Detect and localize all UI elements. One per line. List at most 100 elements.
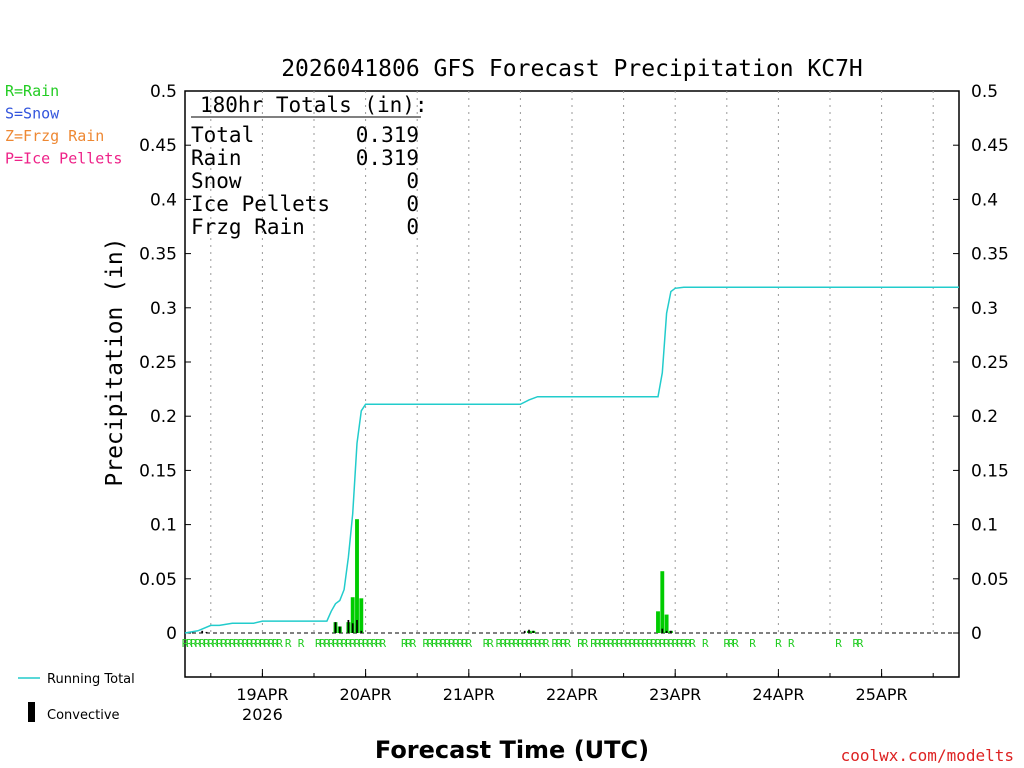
rain-marker: R (500, 637, 507, 650)
rain-marker: R (543, 637, 550, 650)
totals-row-value: 0 (406, 192, 419, 216)
gridlines (210, 91, 934, 633)
rain-marker: R (663, 637, 670, 650)
x-tick-sublabel: 2026 (242, 705, 283, 724)
rain-marker: R (298, 637, 305, 650)
y-tick-label-right: 0.45 (971, 136, 1009, 156)
rain-marker: R (629, 637, 636, 650)
rain-marker: R (242, 637, 249, 650)
rain-marker: R (702, 637, 709, 650)
rain-marker: R (517, 637, 524, 650)
rain-marker: R (371, 637, 378, 650)
rain-marker: R (556, 637, 563, 650)
y-tick-label-right: 0.15 (971, 461, 1009, 481)
rain-marker: R (594, 637, 601, 650)
convective-bars (188, 619, 672, 633)
rain-marker: R (530, 637, 537, 650)
rain-marker: R (599, 637, 606, 650)
rain-marker: R (358, 637, 365, 650)
convective-bar (205, 631, 208, 633)
precip-type-legend-item: Z=Frzg Rain (5, 127, 104, 145)
rain-marker: R (612, 637, 619, 650)
x-tick-label: 23APR (649, 685, 701, 704)
rain-marker: R (689, 637, 696, 650)
rain-marker: R (521, 637, 528, 650)
rain-marker: R (199, 637, 206, 650)
rain-marker: R (676, 637, 683, 650)
rain-marker: R (461, 637, 468, 650)
rain-marker: R (315, 637, 322, 650)
rain-marker: R (233, 637, 240, 650)
convective-bar (360, 630, 363, 633)
precipitation-bar (350, 597, 355, 633)
rain-marker: R (620, 637, 627, 650)
y-tick-label-right: 0.2 (971, 407, 998, 427)
rain-marker: R (319, 637, 326, 650)
rain-marker: R (646, 637, 653, 650)
convective-bar (351, 623, 354, 633)
rain-marker: R (448, 637, 455, 650)
rain-marker: R (195, 637, 202, 650)
y-tick-label-right: 0.5 (971, 82, 998, 102)
precipitation-bar (656, 611, 660, 633)
y-tick-label: 0.5 (150, 82, 177, 102)
rain-marker: R (633, 637, 640, 650)
precipitation-bar (355, 519, 359, 633)
x-tick-label: 20APR (340, 685, 392, 704)
precip-type-legend-item: P=Ice Pellets (5, 150, 122, 168)
totals-row-label: Snow (191, 169, 242, 193)
rain-marker: R (508, 637, 515, 650)
rain-marker: R (723, 637, 730, 650)
rain-marker: R (655, 637, 662, 650)
y-tick-label: 0.2 (150, 407, 177, 427)
precip-type-legend-item: S=Snow (5, 105, 60, 123)
convective-bar (665, 630, 668, 633)
precipitation-bar (664, 614, 669, 633)
rain-marker: R (457, 637, 464, 650)
totals-row-label: Rain (191, 146, 242, 170)
y-tick-label-right: 0.3 (971, 299, 998, 319)
rain-marker: R (668, 637, 675, 650)
rain-marker: R (229, 637, 236, 650)
rain-marker: R (259, 637, 266, 650)
rain-marker: R (246, 637, 253, 650)
rain-marker: R (650, 637, 657, 650)
rain-marker: R (238, 637, 245, 650)
precip-type-legend: R=Rain S=Snow Z=Frzg Rain P=Ice Pellets (5, 82, 122, 168)
totals-row-label: Total (191, 123, 254, 147)
totals-row-label: Frzg Rain (191, 215, 305, 239)
running-total-legend-label: Running Total (47, 672, 135, 687)
y-tick-label: 0.15 (139, 461, 177, 481)
convective-bar (670, 630, 672, 633)
y-tick-label-right: 0.4 (971, 190, 998, 210)
rain-marker: R (341, 637, 348, 650)
rain-marker: R (504, 637, 511, 650)
rain-marker: R (483, 637, 490, 650)
rain-marker: R (453, 637, 460, 650)
x-axis-label: Forecast Time (UTC) (375, 736, 649, 764)
y-tick-label: 0.35 (139, 245, 177, 265)
totals-row-value: 0.319 (356, 146, 419, 170)
convective-legend-label: Convective (47, 708, 120, 723)
rain-marker: R (427, 637, 434, 650)
rain-marker: R (728, 637, 735, 650)
convective-bar (356, 619, 358, 633)
rain-marker: R (637, 637, 644, 650)
rain-marker: R (324, 637, 331, 650)
rain-marker: R (276, 637, 283, 650)
rain-marker: R (852, 637, 859, 650)
running-total-line (184, 286, 959, 634)
y-tick-label: 0.1 (150, 516, 177, 536)
rain-marker: R (405, 637, 412, 650)
rain-marker: R (680, 637, 687, 650)
rain-marker: R (513, 637, 520, 650)
rain-marker: R (534, 637, 541, 650)
y-axis-right: 0 0.05 0.1 0.15 0.2 0.25 0.3 0.35 0.4 0.45 0.5 (953, 82, 1009, 644)
x-tick-label: 22APR (546, 685, 598, 704)
convective-bar (661, 628, 664, 633)
rain-marker: R (465, 637, 472, 650)
totals-row-value: 0 (406, 169, 419, 193)
rain-marker: R (642, 637, 649, 650)
